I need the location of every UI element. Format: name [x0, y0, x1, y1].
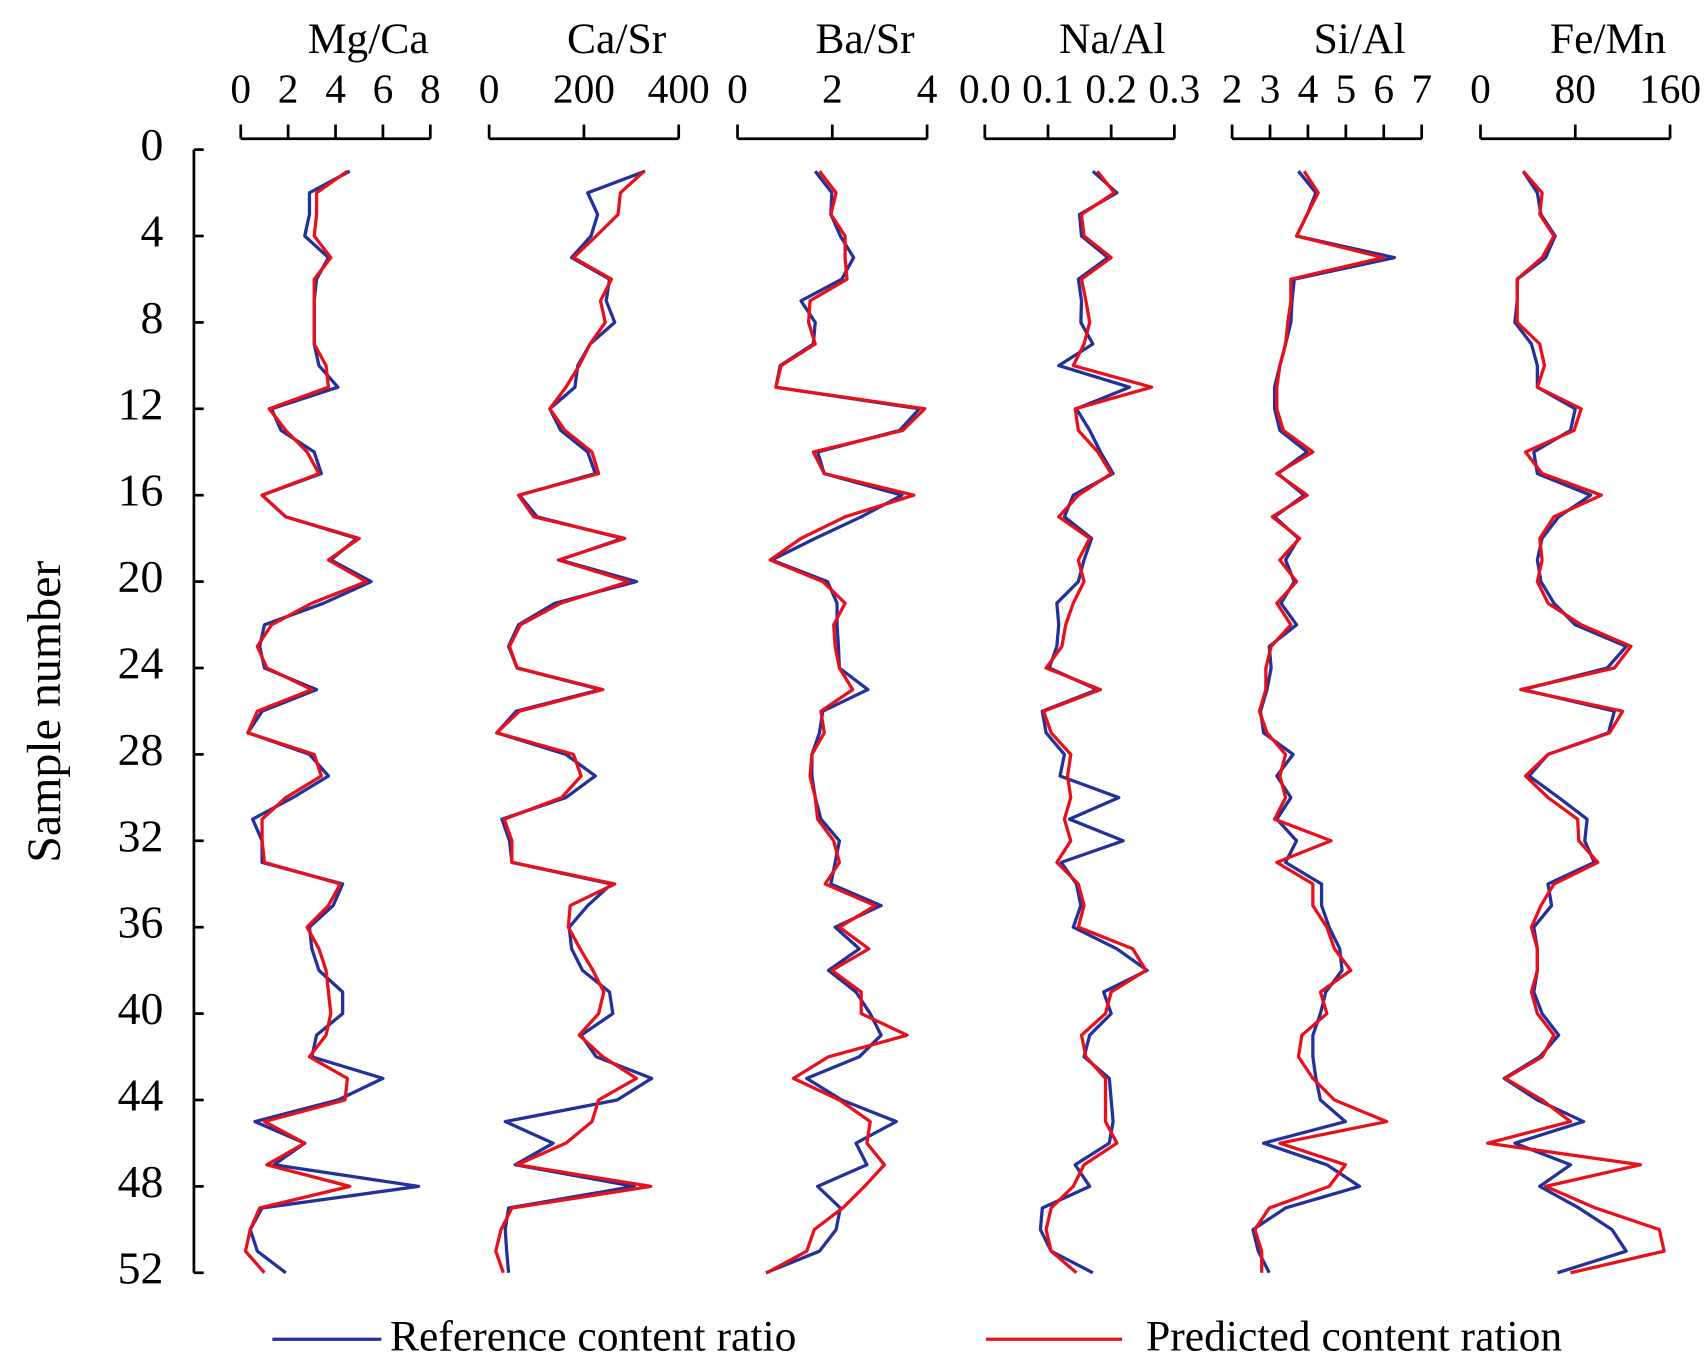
- x-tick-label: 4: [917, 65, 938, 111]
- series-line: [1038, 169, 1149, 1275]
- series-line: [1253, 170, 1389, 1273]
- x-tick-label: 200: [553, 65, 615, 111]
- series-line: [1502, 170, 1628, 1275]
- x-tick-label: 6: [1373, 65, 1394, 111]
- x-tick-label: 0.2: [1085, 65, 1137, 111]
- y-tick-label: 0: [141, 119, 164, 170]
- series-line: [1041, 170, 1154, 1275]
- panel-title: Na/Al: [1059, 15, 1165, 63]
- y-tick-label: 40: [118, 983, 164, 1034]
- y-tick-label: 32: [118, 810, 164, 861]
- y-tick-label: 8: [141, 292, 164, 343]
- legend-label: Predicted content ration: [1146, 1312, 1562, 1360]
- panel-title: Ba/Sr: [815, 15, 915, 63]
- x-tick-label: 80: [1555, 65, 1596, 111]
- x-tick-label: 0.1: [1022, 65, 1074, 111]
- x-tick-label: 5: [1336, 65, 1357, 111]
- series-line: [495, 169, 654, 1273]
- series-line: [243, 169, 368, 1274]
- x-tick-label: 0.0: [959, 65, 1011, 111]
- x-tick-label: 0: [727, 65, 748, 111]
- y-tick-label: 36: [118, 897, 164, 948]
- x-tick-label: 3: [1260, 65, 1281, 111]
- x-tick-label: 7: [1411, 65, 1432, 111]
- x-tick-label: 0.3: [1149, 65, 1201, 111]
- y-tick-label: 12: [118, 378, 164, 429]
- panel-title: Fe/Mn: [1550, 15, 1666, 63]
- x-tick-label: 2: [278, 65, 299, 111]
- series-line: [766, 170, 927, 1275]
- panel-title: Mg/Ca: [308, 15, 429, 63]
- x-tick-label: 0: [479, 65, 500, 111]
- y-tick-label: 24: [118, 637, 164, 688]
- x-tick-label: 160: [1639, 65, 1701, 111]
- x-tick-label: 2: [1222, 65, 1243, 111]
- legend-label: Reference content ratio: [390, 1312, 796, 1360]
- series-line: [1251, 170, 1397, 1274]
- y-tick-label: 20: [118, 551, 164, 602]
- x-tick-label: 8: [420, 65, 441, 111]
- legend: Reference content ratio Predicted content…: [272, 1312, 1562, 1360]
- x-tick-label: 0: [230, 65, 251, 111]
- series-line: [765, 170, 922, 1275]
- x-tick-label: 6: [373, 65, 394, 111]
- x-tick-label: 2: [822, 65, 843, 111]
- x-tick-label: 4: [1298, 65, 1319, 111]
- series-line: [246, 169, 421, 1275]
- panel-title: Si/Al: [1314, 15, 1406, 63]
- y-tick-label: 28: [118, 724, 164, 775]
- series-line: [1485, 170, 1666, 1275]
- panel-title: Ca/Sr: [567, 15, 667, 63]
- y-tick-label: 52: [118, 1242, 164, 1293]
- y-tick-label: 16: [118, 465, 164, 516]
- y-tick-label: 48: [118, 1156, 164, 1207]
- series-line: [494, 169, 653, 1274]
- y-tick-label: 4: [141, 206, 164, 257]
- y-tick-label: 44: [118, 1069, 164, 1120]
- x-tick-label: 0: [1470, 65, 1491, 111]
- y-axis-label: Sample number: [18, 561, 71, 863]
- x-tick-label: 4: [325, 65, 346, 111]
- x-tick-label: 400: [648, 65, 710, 111]
